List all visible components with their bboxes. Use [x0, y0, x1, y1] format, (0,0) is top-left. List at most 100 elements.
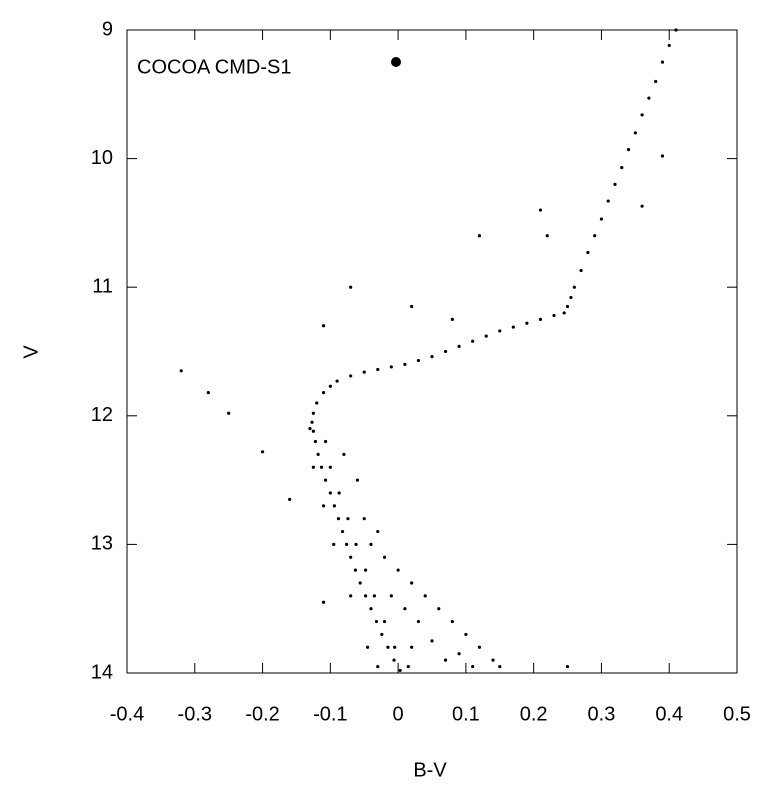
point [457, 652, 461, 656]
point [206, 391, 210, 395]
point [354, 542, 358, 547]
point [328, 491, 332, 495]
point [457, 344, 461, 348]
point [620, 166, 624, 170]
point [386, 645, 390, 649]
point [355, 478, 360, 482]
point [538, 208, 543, 212]
x-tick-label: -0.1 [313, 703, 347, 725]
point [315, 401, 319, 405]
point [349, 285, 353, 289]
point [382, 555, 387, 559]
point [471, 664, 475, 669]
point [606, 199, 610, 203]
point [450, 317, 454, 321]
point [328, 465, 332, 469]
point [484, 334, 488, 338]
point [565, 664, 570, 669]
point [358, 581, 362, 585]
point [362, 370, 366, 374]
point [525, 321, 529, 325]
x-tick-label: 0.4 [655, 703, 683, 725]
x-tick-label: -0.2 [245, 703, 279, 725]
point [674, 28, 678, 32]
point [660, 60, 665, 64]
point [593, 234, 597, 238]
point [316, 452, 320, 456]
y-tick-label: 13 [91, 533, 113, 555]
point [586, 250, 590, 255]
point [389, 594, 393, 598]
point [437, 607, 441, 611]
point [562, 311, 566, 315]
point [362, 517, 366, 521]
point [372, 594, 376, 598]
point [353, 568, 358, 572]
point [599, 217, 604, 221]
x-tick-label: -0.3 [178, 703, 212, 725]
point [311, 429, 315, 433]
point [410, 581, 414, 585]
point [430, 355, 434, 359]
point [579, 268, 583, 273]
point [310, 420, 314, 424]
y-tick-label: 10 [91, 147, 113, 169]
y-tick-label: 11 [92, 275, 113, 297]
point [633, 131, 637, 135]
y-tick-label: 14 [91, 661, 113, 683]
point [660, 154, 665, 158]
point [323, 439, 328, 444]
point [393, 645, 397, 649]
point [335, 379, 339, 383]
point [464, 632, 468, 637]
point [340, 529, 345, 534]
x-tick-label: 0.5 [723, 703, 751, 725]
point [376, 529, 380, 534]
point [392, 658, 396, 662]
point [430, 639, 434, 643]
point [410, 304, 414, 309]
x-tick-label: 0.2 [520, 703, 548, 725]
point [565, 304, 570, 309]
point [337, 491, 341, 495]
y-axis-label: V [20, 345, 42, 359]
x-tick-label: 0.1 [452, 703, 480, 725]
point [311, 465, 315, 469]
point [349, 374, 353, 378]
x-tick-label: 0.3 [588, 703, 616, 725]
point [423, 594, 427, 598]
point [498, 329, 502, 333]
point [363, 568, 368, 572]
point [328, 384, 332, 388]
point [179, 369, 183, 373]
point [323, 478, 328, 482]
point [321, 600, 326, 604]
point [396, 568, 400, 572]
point [443, 349, 448, 354]
point [374, 619, 379, 624]
point [403, 362, 407, 366]
point [538, 317, 543, 321]
x-axis-label: B-V [413, 759, 447, 781]
point [443, 658, 448, 662]
point [640, 113, 644, 117]
point [288, 497, 292, 501]
point [376, 664, 380, 669]
point [403, 607, 407, 611]
x-tick-label: -0.4 [110, 703, 144, 725]
point [321, 324, 326, 328]
point [389, 365, 393, 369]
point [477, 234, 482, 238]
point [345, 542, 349, 547]
point [491, 658, 495, 662]
point [613, 182, 617, 186]
y-tick-label: 12 [91, 404, 113, 426]
point [319, 465, 324, 469]
point [349, 594, 353, 598]
point [336, 517, 341, 521]
point [477, 645, 482, 649]
point [376, 367, 380, 372]
point [382, 619, 387, 624]
point [416, 619, 421, 624]
plot-frame [126, 29, 738, 674]
